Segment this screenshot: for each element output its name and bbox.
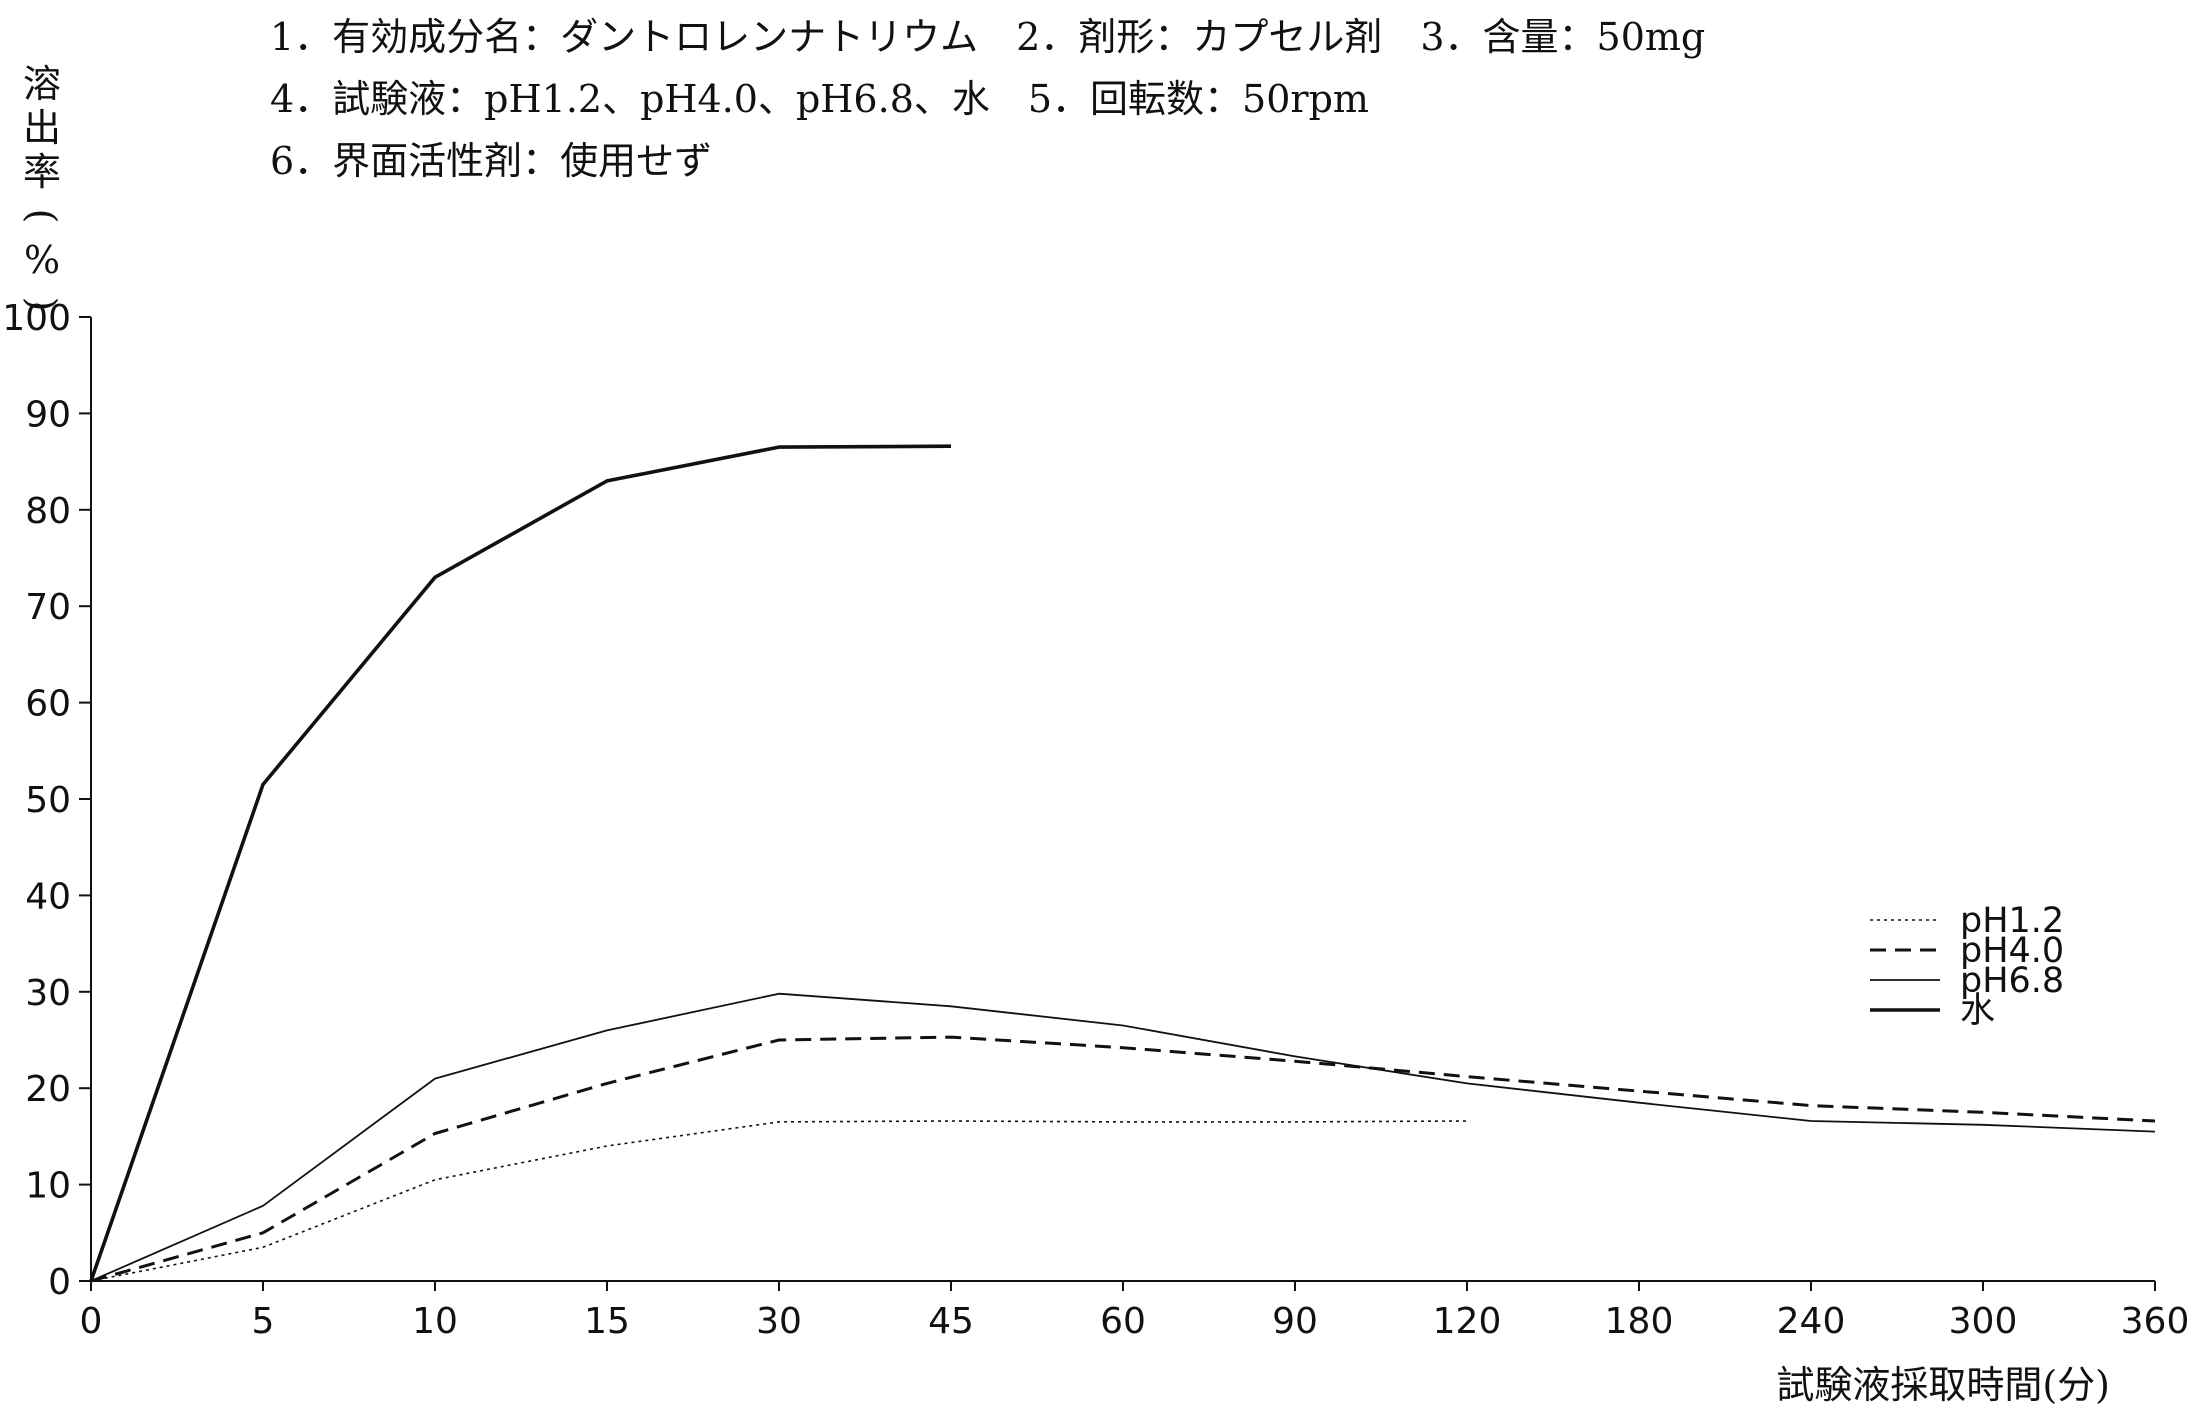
series-line-pH1.2 (90, 1120, 1468, 1282)
x-tick-label: 0 (80, 1301, 103, 1342)
x-tick-label: 60 (1100, 1301, 1146, 1342)
x-tick-label: 120 (1433, 1301, 1502, 1342)
axes (90, 317, 2155, 1282)
legend-label: pH4.0 (1960, 931, 2064, 971)
series-line-水 (89, 444, 952, 1282)
condition-line-3: 6．界面活性剤：使用せず (270, 139, 713, 183)
series-lines (89, 444, 2156, 1283)
series-line-pH4.0 (90, 1035, 2156, 1283)
condition-line-2: 4．試験液：pH1.2、pH4.0、pH6.8、水 5．回転数：50rpm (270, 77, 1369, 121)
x-axis-label: 試験液採取時間(分) (1776, 1363, 2110, 1407)
x-tick-label: 15 (584, 1301, 630, 1342)
y-tick-label: 0 (48, 1262, 71, 1303)
series-line-pH6.8 (90, 992, 2156, 1282)
y-axis-label-char: 溶 (22, 62, 61, 106)
y-axis-label-char: 率 (22, 150, 61, 194)
y-tick-label: 60 (25, 684, 71, 725)
y-ticks: 0 10 20 30 40 50 60 70 80 90 100 (2, 298, 91, 1303)
legend-label: 水 (1960, 991, 1995, 1031)
y-tick-label: 20 (25, 1069, 71, 1110)
x-tick-label: 240 (1777, 1301, 1846, 1342)
legend-label: pH1.2 (1960, 901, 2064, 941)
condition-line-1: 1．有効成分名：ダントロレンナトリウム 2．剤形：カプセル剤 3．含量：50mg (270, 15, 1706, 59)
x-tick-label: 30 (756, 1301, 802, 1342)
legend-label: pH6.8 (1960, 961, 2064, 1001)
x-tick-label: 90 (1272, 1301, 1318, 1342)
y-tick-label: 80 (25, 491, 71, 532)
x-ticks: 0 5 10 15 30 45 60 90 120 180 240 300 360 (80, 1281, 2190, 1342)
y-axis-label-char: % (23, 238, 61, 282)
x-tick-label: 180 (1605, 1301, 1674, 1342)
y-tick-label: 30 (25, 973, 71, 1014)
x-tick-label: 10 (412, 1301, 458, 1342)
y-tick-label: 10 (25, 1166, 71, 1207)
x-tick-label: 300 (1949, 1301, 2018, 1342)
y-tick-label: 100 (2, 298, 71, 339)
y-axis-label-char: 出 (22, 106, 61, 150)
y-tick-label: 90 (25, 394, 71, 435)
x-tick-label: 45 (928, 1301, 974, 1342)
y-tick-label: 50 (25, 780, 71, 821)
y-tick-label: 40 (25, 876, 71, 917)
y-tick-label: 70 (25, 587, 71, 628)
x-tick-label: 5 (252, 1301, 275, 1342)
y-axis-label: 溶出率(%) (10, 62, 74, 326)
x-tick-label: 360 (2121, 1301, 2190, 1342)
